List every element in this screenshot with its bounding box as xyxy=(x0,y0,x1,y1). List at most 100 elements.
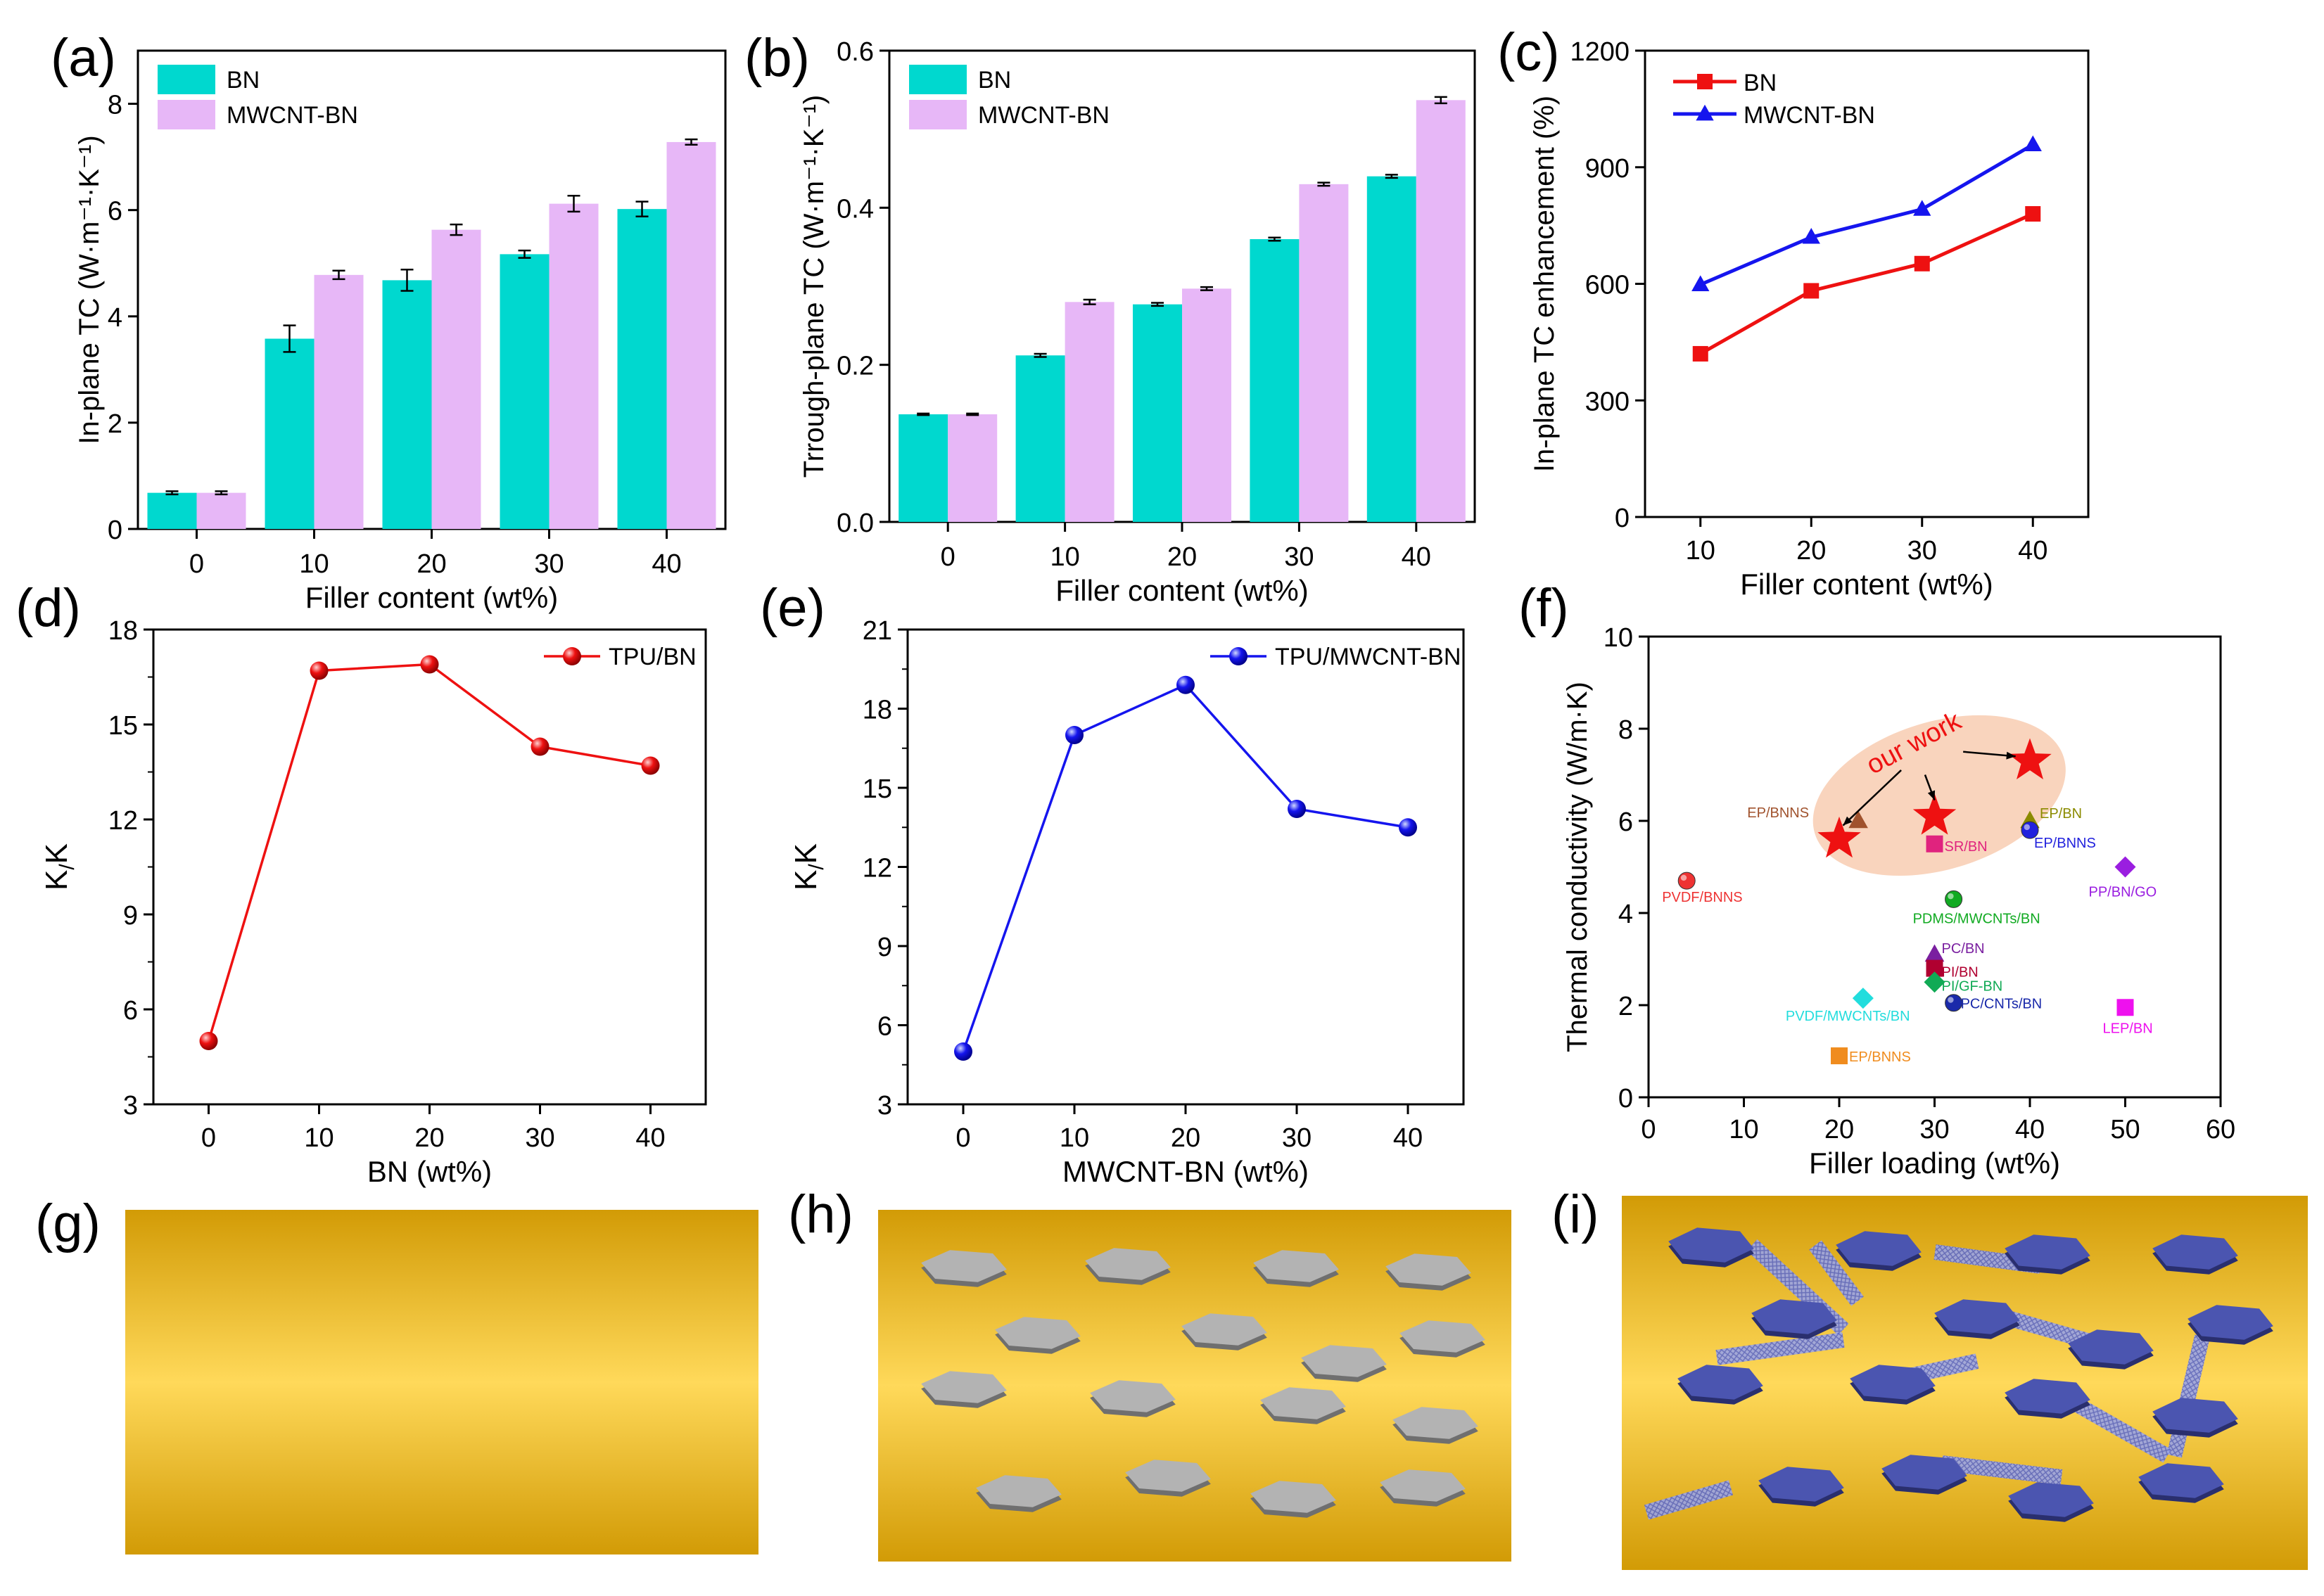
y-tick-label: 12 xyxy=(863,854,892,883)
bn-platelet xyxy=(2005,1379,2090,1414)
bn-platelet xyxy=(1677,1365,1763,1400)
mwcnt-tube xyxy=(1934,1244,2042,1274)
x-tick-label: 30 xyxy=(525,1123,554,1153)
bn-platelet xyxy=(2188,1305,2273,1340)
bn-platelet xyxy=(921,1250,1007,1282)
data-point-ball-highlight xyxy=(1680,874,1687,881)
y-tick-label: 18 xyxy=(863,696,892,725)
bar-mwcnt-bn xyxy=(431,229,481,529)
data-point xyxy=(1914,255,1930,272)
legend-label: TPU/BN xyxy=(609,644,697,670)
plot-frame xyxy=(906,628,1465,1106)
panel-label-b: (b) xyxy=(744,28,810,88)
y-tick-label: 0.2 xyxy=(837,352,874,381)
legend-marker xyxy=(1697,74,1713,89)
data-point-ball-highlight xyxy=(1948,997,1954,1003)
x-tick-label: 0 xyxy=(189,549,204,579)
data-point xyxy=(1803,283,1820,299)
x-tick-label: 30 xyxy=(1919,1115,1949,1144)
point-label: EP/BNNS xyxy=(2034,836,2096,851)
y-tick-label: 0.0 xyxy=(837,509,874,538)
y-tick-label: 6 xyxy=(1618,807,1633,837)
x-tick-label: 10 xyxy=(304,1123,334,1153)
x-tick-label: 40 xyxy=(1402,542,1431,572)
x-tick-label: 20 xyxy=(1167,542,1197,572)
x-axis-label: Filler content (wt%) xyxy=(1055,574,1308,607)
mwcnt-tube xyxy=(1995,1308,2100,1351)
x-tick-label: 30 xyxy=(1282,1123,1312,1153)
x-tick-label: 20 xyxy=(414,1123,444,1153)
data-point-triangle xyxy=(1848,810,1868,829)
bn-platelet xyxy=(1385,1253,1471,1286)
x-tick-label: 20 xyxy=(1796,536,1826,566)
data-point xyxy=(1176,675,1195,694)
legend-marker xyxy=(563,647,581,665)
bn-platelet xyxy=(1380,1469,1466,1502)
y-tick-label: 0.6 xyxy=(837,37,874,67)
data-point xyxy=(1692,345,1708,362)
series-line-bn xyxy=(1699,212,2034,356)
bn-platelet xyxy=(976,1475,1062,1507)
x-tick-label: 0 xyxy=(201,1123,216,1153)
bar-mwcnt-bn xyxy=(196,492,246,529)
x-tick-label: 30 xyxy=(1907,536,1937,566)
y-tick-label: 3 xyxy=(123,1091,138,1121)
x-tick-label: 40 xyxy=(652,549,681,579)
data-point-ball xyxy=(1945,890,1963,908)
y-tick-label: 6 xyxy=(108,197,122,226)
bar-mwcnt-bn xyxy=(1065,302,1115,522)
y-tick-label: 600 xyxy=(1585,271,1630,300)
x-tick-label: 40 xyxy=(1393,1123,1423,1153)
bn-platelet xyxy=(1392,1407,1478,1439)
x-tick-label: 30 xyxy=(534,549,564,579)
legend-label: BN xyxy=(1744,70,1777,96)
schematic-g-matrix xyxy=(125,1210,758,1554)
data-point-star xyxy=(2008,738,2052,779)
panel-label-a: (a) xyxy=(51,28,116,88)
bar-bn xyxy=(617,209,667,529)
point-label: EP/BNNS xyxy=(1747,805,1809,821)
bn-platelet xyxy=(1850,1365,1936,1400)
data-point-ball-highlight xyxy=(2024,824,2030,831)
data-point-diamond xyxy=(1852,988,1874,1009)
y-axis-label: In-plane TC enhancement (%) xyxy=(1529,96,1560,472)
series-line xyxy=(962,683,1409,1052)
bn-platelet xyxy=(1836,1231,1922,1266)
x-tick-label: 40 xyxy=(635,1123,665,1153)
data-point-ball-highlight xyxy=(1948,893,1954,900)
point-label: PC/BN xyxy=(1942,941,1985,957)
schematic-i xyxy=(1622,1196,2308,1570)
data-point xyxy=(1399,818,1417,837)
chart-b-throughplane-tc: 0.0 0.2 0.4 0.6 0 10 20 30 40 BN MWCNT-BN Filler co… xyxy=(799,37,1476,607)
y-tick-label: 0 xyxy=(1615,504,1630,533)
bn-platelet xyxy=(995,1317,1081,1349)
data-point-square xyxy=(1926,835,1943,853)
annotation-arrowhead xyxy=(1927,790,1936,800)
y-tick-label: 9 xyxy=(123,901,138,931)
y-tick-label: 12 xyxy=(108,806,138,836)
series-line xyxy=(207,663,651,1042)
x-tick-label: 50 xyxy=(2110,1115,2140,1144)
point-label: PC/CNTs/BN xyxy=(1961,997,2043,1012)
legend-swatch-bn xyxy=(909,65,967,94)
annotation-arrowhead xyxy=(1843,816,1853,826)
plot-frame xyxy=(152,628,707,1106)
x-tick-label: 10 xyxy=(299,549,329,579)
legend-swatch-mwcnt-bn xyxy=(909,100,967,129)
legend-label: MWCNT-BN xyxy=(227,102,358,129)
point-label: PP/BN/GO xyxy=(2089,885,2157,900)
data-point xyxy=(531,737,550,756)
y-tick-label: 15 xyxy=(863,774,892,804)
y-tick-label: 18 xyxy=(108,616,138,646)
chart-c-tc-enhancement: 0 300 600 900 1200 10 20 30 40 BN MWCNT-BN Filler c… xyxy=(1529,37,2090,601)
y-tick-label: 300 xyxy=(1585,387,1630,416)
y-tick-label: 3 xyxy=(877,1091,892,1121)
x-tick-label: 10 xyxy=(1060,1123,1089,1153)
panel-label-d: (d) xyxy=(15,578,81,638)
bn-platelet xyxy=(1181,1313,1267,1346)
y-tick-label: 0.4 xyxy=(837,194,874,224)
y-tick-label: 8 xyxy=(1618,715,1633,745)
bn-platelet xyxy=(1260,1387,1346,1419)
data-point-diamond xyxy=(1924,971,1945,993)
